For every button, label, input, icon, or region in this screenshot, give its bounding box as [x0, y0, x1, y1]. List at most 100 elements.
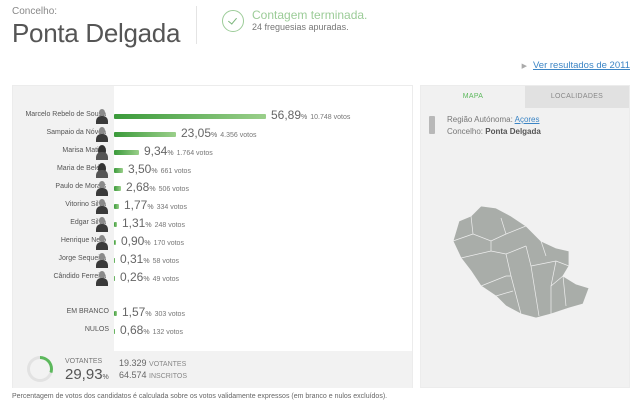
candidate-percent: 1,77% 334 votos: [124, 198, 187, 212]
candidate-percent: 0,90% 170 votos: [121, 234, 184, 248]
turnout-donut-chart: [27, 356, 53, 382]
candidate-row: Sampaio da Nóvoa 23,05% 4.356 votos: [13, 126, 413, 144]
candidate-photo-icon: [95, 144, 109, 160]
turnout-summary: VOTANTES 29,93% 19.329 VOTANTES 64.574 I…: [13, 351, 412, 388]
candidate-name: Marisa Matias: [62, 147, 106, 154]
vote-bar: [114, 222, 117, 227]
region-line: Região Autónoma: Açores: [447, 115, 540, 124]
candidate-votes: 661 votos: [160, 168, 191, 175]
candidate-row: Maria de Belém 3,50% 661 votos: [13, 162, 413, 180]
candidate-photo-icon: [95, 252, 109, 268]
candidate-row: Paulo de Morais 2,68% 506 votos: [13, 180, 413, 198]
candidate-row: Henrique Neto 0,90% 170 votos: [13, 234, 413, 252]
vote-bar: [114, 311, 117, 316]
turnout-counts: 19.329 VOTANTES 64.574 INSCRITOS: [119, 358, 188, 380]
candidate-votes: 334 votos: [156, 204, 187, 211]
candidate-row: Marcelo Rebelo de Sousa 56,89% 10.748 voto…: [13, 108, 413, 126]
results-panel: Marcelo Rebelo de Sousa 56,89% 10.748 voto…: [12, 85, 413, 388]
vote-bar: [114, 168, 123, 173]
other-votes-label: NULOS: [84, 326, 109, 333]
candidate-name: Edgar Silva: [70, 219, 106, 226]
candidate-votes: 49 votos: [152, 276, 180, 283]
names-column: [13, 86, 114, 351]
vote-bar: [114, 258, 115, 263]
vote-bar: [114, 204, 119, 209]
status-title: Contagem terminada.: [252, 8, 368, 22]
candidate-votes: 58 votos: [152, 258, 180, 265]
vote-bar: [114, 186, 121, 191]
candidate-votes: 10.748 votos: [310, 114, 351, 121]
vote-bar: [114, 132, 176, 137]
turnout-label: VOTANTES: [65, 358, 103, 365]
footnote: Percentagem de votos dos candidatos é ca…: [12, 393, 388, 400]
candidate-row: Cândido Ferreira 0,26% 49 votos: [13, 270, 413, 288]
candidate-votes: 170 votos: [153, 240, 184, 247]
map-panel: MAPA LOCALIDADES Região Autónoma: Açores…: [420, 85, 630, 388]
turnout-percent: 29,93%: [65, 366, 109, 383]
other-votes-label: EM BRANCO: [66, 308, 109, 315]
concelho-line: Concelho: Ponta Delgada: [447, 127, 541, 136]
registered-count: 64.574: [119, 370, 147, 380]
candidate-votes: 506 votos: [158, 186, 189, 193]
candidate-photo-icon: [95, 108, 109, 124]
tab-localidades[interactable]: LOCALIDADES: [525, 86, 629, 108]
other-votes-row: NULOS 0,68% 132 votos: [13, 323, 413, 341]
vote-bar: [114, 240, 116, 245]
other-votes-row: EM BRANCO 1,57% 303 votos: [13, 305, 413, 323]
other-votes-count: 132 votos: [152, 329, 183, 336]
candidate-percent: 1,31% 248 votos: [122, 216, 185, 230]
concelho-value: Ponta Delgada: [485, 127, 541, 136]
candidate-percent: 56,89% 10.748 votos: [271, 108, 351, 122]
status-subtitle: 24 freguesias apuradas.: [252, 22, 349, 32]
voters-count: 19.329: [119, 358, 147, 368]
candidate-name: Vitorino Silva: [65, 201, 106, 208]
candidate-votes: 248 votos: [154, 222, 185, 229]
candidate-name: Jorge Sequeira: [58, 255, 106, 262]
region-link[interactable]: Açores: [514, 115, 540, 124]
candidate-percent: 2,68% 506 votos: [126, 180, 189, 194]
header-divider: [196, 6, 197, 44]
candidate-votes: 1.764 votos: [176, 150, 213, 157]
previous-results-label[interactable]: Ver resultados de 2011: [532, 60, 630, 71]
map-info: Região Autónoma: Açores Concelho: Ponta …: [429, 114, 541, 138]
previous-results-link[interactable]: ▶ Ver resultados de 2011: [522, 60, 630, 71]
candidate-votes: 4.356 votos: [220, 132, 257, 139]
vote-bar: [114, 276, 115, 281]
candidate-name: Cândido Ferreira: [53, 273, 106, 280]
candidate-photo-icon: [95, 234, 109, 250]
vote-bar: [114, 114, 266, 119]
candidate-name: Maria de Belém: [56, 165, 106, 172]
candidate-percent: 23,05% 4.356 votos: [181, 126, 257, 140]
triangle-right-icon: ▶: [521, 63, 527, 70]
vote-bar: [114, 329, 115, 334]
other-votes-count: 303 votos: [154, 311, 185, 318]
tab-mapa[interactable]: MAPA: [421, 86, 525, 108]
candidate-photo-icon: [95, 216, 109, 232]
candidate-photo-icon: [95, 126, 109, 142]
check-circle-icon: [222, 9, 244, 32]
count-status: Contagem terminada. 24 freguesias apurad…: [222, 8, 367, 33]
candidate-percent: 0,26% 49 votos: [120, 270, 180, 284]
candidate-percent: 9,34% 1.764 votos: [144, 144, 213, 158]
candidate-name: Sampaio da Nóvoa: [46, 129, 106, 136]
azores-thumbnail-icon: [429, 116, 435, 134]
candidate-photo-icon: [95, 162, 109, 178]
candidate-percent: 0,31% 58 votos: [120, 252, 180, 266]
candidate-row: Edgar Silva 1,31% 248 votos: [13, 216, 413, 234]
candidate-photo-icon: [95, 180, 109, 196]
page-title: Ponta Delgada: [12, 18, 181, 48]
other-votes-percent: 0,68% 132 votos: [120, 323, 183, 337]
candidate-name: Henrique Neto: [60, 237, 106, 244]
candidate-row: Vitorino Silva 1,77% 334 votos: [13, 198, 413, 216]
candidate-photo-icon: [95, 270, 109, 286]
header: Concelho: Ponta Delgada: [12, 6, 180, 49]
candidate-name: Paulo de Morais: [55, 183, 106, 190]
concelho-label: Concelho:: [12, 6, 58, 17]
candidate-photo-icon: [95, 198, 109, 214]
concelho-map[interactable]: [451, 196, 601, 321]
candidate-name: Marcelo Rebelo de Sousa: [25, 111, 106, 118]
candidate-row: Jorge Sequeira 0,31% 58 votos: [13, 252, 413, 270]
candidate-percent: 3,50% 661 votos: [128, 162, 191, 176]
map-tabs: MAPA LOCALIDADES: [421, 86, 629, 108]
vote-bar: [114, 150, 139, 155]
